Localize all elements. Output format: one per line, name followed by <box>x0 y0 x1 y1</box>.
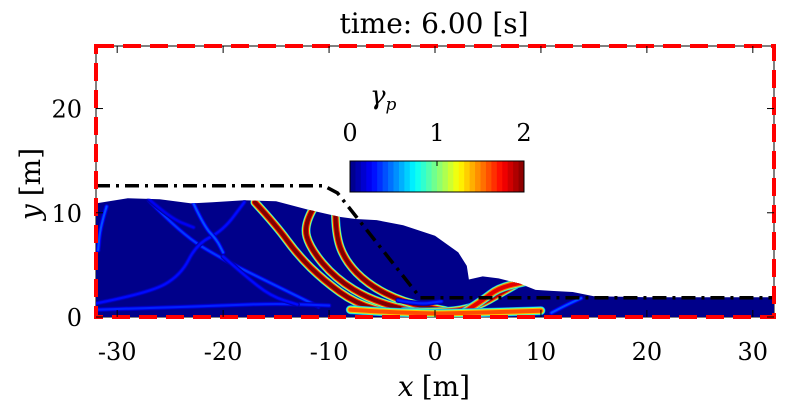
colorbar-tick-label: 0 <box>342 119 357 147</box>
shear-band <box>191 200 226 255</box>
colorbar-swatch <box>507 161 514 192</box>
shear-band-stroke <box>349 308 542 315</box>
colorbar-swatch <box>398 161 405 192</box>
colorbar-swatch <box>464 161 471 192</box>
shear-band-stroke <box>192 202 225 254</box>
colorbar-tick-label: 1 <box>429 119 444 147</box>
shear-band <box>96 204 110 253</box>
colorbar-label: γp <box>370 81 397 115</box>
colorbar-swatch <box>485 161 492 192</box>
body-background <box>96 198 774 317</box>
colorbar-swatch <box>469 161 476 192</box>
shear-band-stroke <box>97 205 108 252</box>
colorbar-swatch <box>388 161 394 192</box>
y-tick-label: 0 <box>67 304 82 332</box>
colorbar-swatch <box>420 161 427 192</box>
shear-band <box>250 198 398 317</box>
shear-band-stroke <box>96 201 246 305</box>
shear-band-stroke <box>550 297 583 314</box>
x-tick-label: 20 <box>632 338 663 366</box>
shear-band-stroke <box>460 280 528 315</box>
colorbar-swatch <box>518 161 525 192</box>
colorbar-swatch <box>393 161 400 192</box>
chart-title: time: 6.00 [s] <box>339 7 528 40</box>
colorbar-swatch <box>377 161 384 192</box>
initial-profile-line <box>96 183 774 300</box>
colorbar-swatch <box>496 161 503 192</box>
x-tick-label: -30 <box>98 338 137 366</box>
shear-band <box>146 198 196 230</box>
x-tick-label: 10 <box>526 338 557 366</box>
shear-band <box>220 254 300 307</box>
colorbar-swatch <box>415 161 422 192</box>
shear-band <box>549 295 584 316</box>
y-tick-label: 10 <box>51 200 82 228</box>
y-axis-label: y[m] <box>14 148 47 222</box>
shear-band <box>301 204 419 317</box>
shear-band <box>395 297 444 306</box>
x-tick-label: -20 <box>204 338 243 366</box>
colorbar-swatch <box>371 161 378 192</box>
shear-bands <box>96 198 584 317</box>
shear-band-stroke <box>222 255 299 306</box>
x-axis-label: x [m] <box>398 370 470 403</box>
colorbar-swatch <box>513 161 519 192</box>
colorbar-tick-label: 2 <box>516 119 531 147</box>
shear-band <box>96 199 247 306</box>
colorbar-swatch <box>502 161 509 192</box>
material-body <box>96 198 774 317</box>
colorbar-swatch <box>442 161 449 192</box>
colorbar-swatch <box>366 161 373 192</box>
shear-band <box>96 301 332 313</box>
colorbar-swatch <box>409 161 416 192</box>
x-tick-label: -10 <box>310 338 349 366</box>
colorbar-swatch <box>360 161 367 192</box>
shear-band <box>345 305 546 317</box>
colorbar-swatch <box>382 161 389 192</box>
x-tick-label: 30 <box>738 338 769 366</box>
colorbar-swatch <box>475 161 481 192</box>
colorbar-swatch <box>350 161 356 192</box>
colorbar: 0 1 2 <box>342 119 532 193</box>
colorbar-swatch <box>453 161 460 192</box>
colorbar-swatch <box>437 161 443 192</box>
x-tick-label: 0 <box>427 338 442 366</box>
shear-band <box>457 277 531 317</box>
shear-band-stroke <box>305 207 415 313</box>
colorbar-swatch <box>431 161 438 192</box>
colorbar-swatch <box>355 161 362 192</box>
colorbar-swatch <box>480 161 487 192</box>
y-tick-label: 20 <box>51 96 82 124</box>
colorbar-swatch <box>491 161 498 192</box>
colorbar-swatch <box>426 161 432 192</box>
shear-band-stroke <box>148 198 195 229</box>
shear-band-stroke <box>96 302 331 311</box>
shear-band-stroke <box>253 201 394 315</box>
colorbar-swatch <box>404 161 411 192</box>
colorbar-swatch <box>447 161 454 192</box>
shear-band-stroke <box>396 299 443 305</box>
colorbar-swatch <box>458 161 465 192</box>
